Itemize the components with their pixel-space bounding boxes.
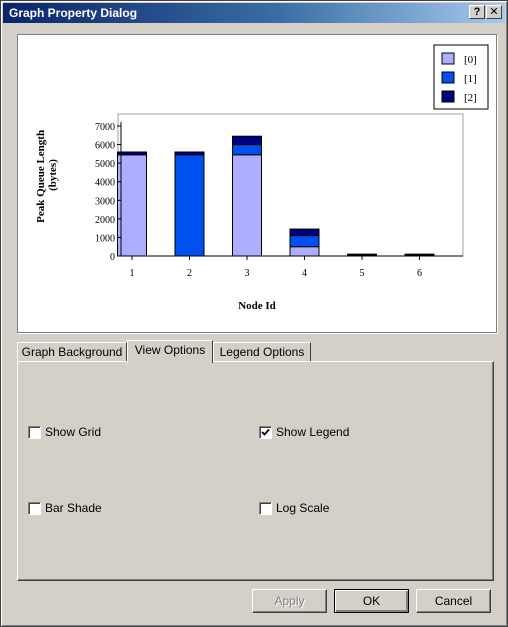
bar-segment-2-series-2	[174, 151, 205, 156]
apply-button[interactable]: Apply	[252, 589, 327, 613]
bar-segment-6-series-2	[404, 253, 435, 256]
bar-segment-5-series-2	[347, 253, 377, 256]
help-icon: ?	[473, 6, 481, 18]
show-legend-option[interactable]: Show Legend	[259, 426, 349, 442]
bar-segment-1-series-2	[117, 151, 147, 156]
legend-swatch	[441, 52, 455, 65]
legend-swatch	[441, 71, 455, 84]
legend-label: [0]	[464, 54, 477, 66]
y-tick-label: 6000	[95, 141, 115, 152]
show-grid-label: Show Grid	[45, 425, 102, 439]
y-tick-label: 3000	[95, 196, 115, 207]
checkmark-icon	[261, 428, 270, 436]
close-icon: ✕	[489, 6, 499, 18]
y-tick-label: 2000	[95, 215, 115, 226]
bar-shade-option[interactable]: Bar Shade	[28, 502, 102, 518]
log-scale-label: Log Scale	[276, 501, 330, 515]
show-grid-option[interactable]: Show Grid	[28, 426, 101, 442]
bar-segment-3-series-2	[232, 135, 262, 146]
graph-preview: 0 1000 2000 3000 4000 5000 6000 7000 1 2 3 4 5 6 Pea…	[17, 34, 497, 333]
show-grid-checkbox[interactable]	[28, 426, 41, 439]
tab-view-options[interactable]: View Options	[127, 340, 213, 363]
bar-segment-3-series-0	[232, 154, 262, 257]
tab-label: View Options	[134, 343, 206, 357]
legend-label: [2]	[464, 92, 477, 104]
legend-label: [1]	[464, 73, 477, 85]
close-button[interactable]: ✕	[486, 5, 502, 19]
legend-swatch	[441, 90, 455, 103]
bar-segment-3-series-1	[232, 144, 262, 156]
y-axis-label: Peak Queue Length (bytes)	[35, 127, 59, 223]
y-axis-label-line-2: (bytes)	[47, 159, 59, 191]
bar-segment-4-series-1	[289, 235, 320, 248]
view-options-panel: Show Grid Show Legend Bar Shade Log Scal…	[17, 361, 494, 581]
title-bar[interactable]: Graph Property Dialog ? ✕	[3, 3, 505, 23]
x-tick-label: 1	[130, 268, 135, 279]
y-tick-label: 1000	[95, 233, 115, 244]
tab-graph-background[interactable]: Graph Background	[17, 342, 127, 362]
x-tick-label: 6	[417, 268, 422, 279]
y-tick-label: 0	[110, 252, 115, 263]
bar-segment-4-series-0	[289, 246, 320, 257]
x-tick-label: 3	[245, 268, 250, 279]
show-legend-checkbox[interactable]	[259, 426, 272, 439]
tab-legend-options[interactable]: Legend Options	[213, 342, 311, 362]
y-tick-label: 5000	[95, 159, 115, 170]
bar-segment-1-series-0	[117, 154, 147, 257]
window-title: Graph Property Dialog	[9, 6, 138, 20]
log-scale-option[interactable]: Log Scale	[259, 502, 329, 518]
x-tick-label: 2	[187, 268, 192, 279]
y-tick-label: 4000	[95, 178, 115, 189]
legend: [0] [1] [2]	[433, 44, 489, 110]
bar-shade-label: Bar Shade	[45, 501, 102, 515]
bar-segment-2-series-1	[174, 154, 205, 257]
y-tick-label: 7000	[95, 122, 115, 133]
x-tick-label: 5	[360, 268, 365, 279]
bar-shade-checkbox[interactable]	[28, 502, 41, 515]
show-legend-label: Show Legend	[276, 425, 350, 439]
x-tick-label: 4	[302, 268, 307, 279]
cancel-button[interactable]: Cancel	[416, 589, 491, 613]
y-axis-label-line-1: Peak Queue Length	[35, 130, 47, 223]
tab-label: Legend Options	[219, 345, 305, 359]
ok-button[interactable]: OK	[334, 589, 409, 613]
tab-label: Graph Background	[21, 345, 123, 359]
x-axis-label: Node Id	[238, 300, 276, 312]
bar-chart: 0 1000 2000 3000 4000 5000 6000 7000 1 2 3 4 5 6 Pea…	[35, 44, 489, 312]
help-button[interactable]: ?	[469, 5, 485, 19]
log-scale-checkbox[interactable]	[259, 502, 272, 515]
bar-segment-4-series-2	[289, 228, 320, 237]
